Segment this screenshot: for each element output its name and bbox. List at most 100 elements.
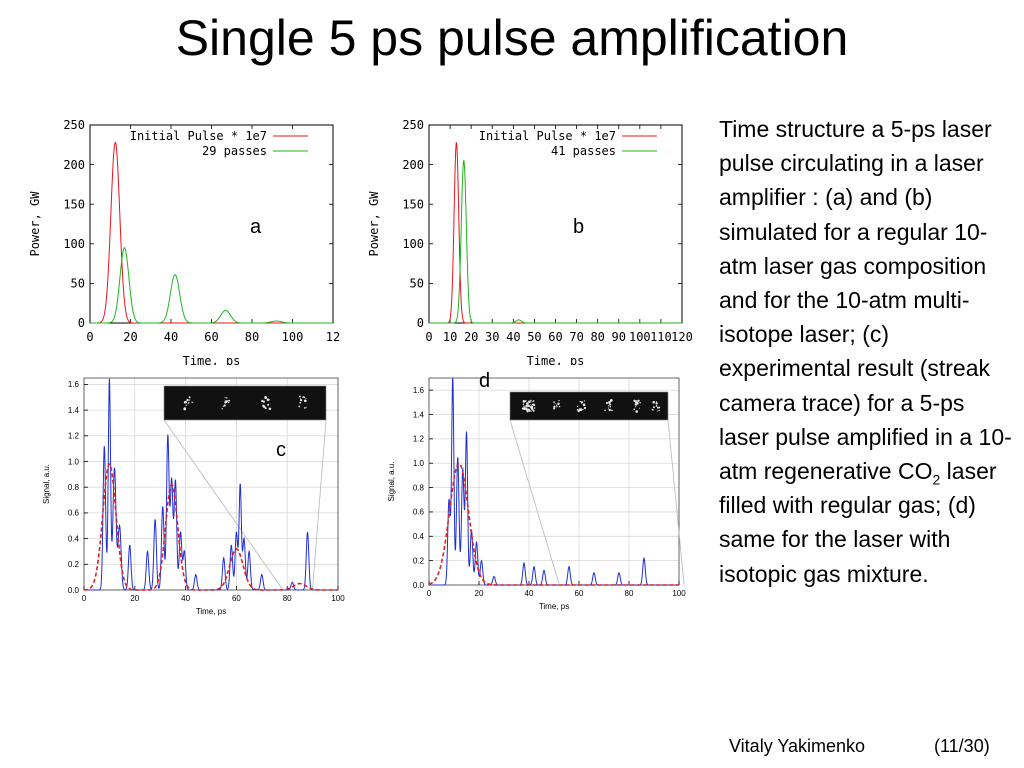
- streak-speckle: [522, 403, 525, 405]
- streak-speckle: [635, 401, 639, 405]
- streak-speckle: [529, 401, 531, 403]
- streak-speckle: [531, 401, 533, 403]
- description-subscript: 2: [932, 471, 941, 488]
- x-tick-label: 0: [427, 589, 432, 598]
- streak-speckle: [298, 395, 301, 398]
- x-tick-label: 12: [326, 330, 340, 344]
- streak-speckle: [227, 401, 230, 404]
- streak-speckle: [533, 407, 536, 409]
- x-tick-label: 60: [232, 594, 241, 603]
- inset-connector-line: [312, 419, 327, 589]
- y-tick-label: 0.6: [413, 508, 425, 517]
- x-tick-label: 90: [612, 330, 626, 344]
- streak-speckle: [188, 402, 190, 404]
- streak-speckle: [604, 409, 606, 412]
- chart-d-svg: 0.0 0.2 0.4 0.6 0.8 1.0 1.2 1.4 1.6 0 20 40 60 80 100 T…: [387, 377, 686, 611]
- streak-speckle: [557, 402, 560, 406]
- series-line-2: [429, 159, 682, 324]
- streak-speckle: [530, 404, 532, 406]
- y-tick-label: 0: [417, 316, 424, 330]
- streak-speckle: [554, 403, 556, 405]
- streak-speckle: [186, 398, 189, 402]
- y-tick-label: 250: [63, 118, 85, 132]
- series-line-2: [83, 463, 338, 591]
- x-tick-label: 0: [425, 330, 432, 344]
- legend-label: Initial Pulse * 1e7: [130, 129, 267, 143]
- x-axis-label: Time, ps: [527, 354, 585, 365]
- x-tick-label: 20: [123, 330, 137, 344]
- x-axis-label: Time, ps: [539, 602, 569, 611]
- streak-speckle: [652, 406, 655, 409]
- y-tick-label: 100: [402, 237, 424, 251]
- streak-speckle: [305, 397, 307, 400]
- x-tick-label: 40: [164, 330, 178, 344]
- x-tick-label: 80: [590, 330, 604, 344]
- streak-speckle: [298, 405, 301, 408]
- streak-speckle: [268, 407, 272, 411]
- y-tick-label: 0.4: [68, 534, 80, 543]
- description-text: Time structure a 5-ps laser pulse circul…: [719, 116, 1012, 485]
- streak-speckle: [228, 399, 231, 402]
- description-text-end: laser filled with regular gas; (d) same …: [719, 458, 997, 587]
- chart-panel-d: 0.0 0.2 0.4 0.6 0.8 1.0 1.2 1.4 1.6 0 20 40 60 80 100 T…: [372, 370, 694, 628]
- streak-speckle: [303, 396, 306, 399]
- streak-speckle: [187, 403, 189, 405]
- streak-speckle: [531, 403, 534, 406]
- streak-camera-image: [163, 385, 327, 421]
- streak-speckle: [555, 404, 558, 406]
- y-tick-label: 1.0: [68, 457, 80, 466]
- y-tick-label: 200: [63, 158, 85, 172]
- streak-speckle: [583, 406, 587, 410]
- streak-speckle: [608, 401, 611, 404]
- streak-speckle: [267, 403, 270, 406]
- streak-speckle: [184, 400, 187, 403]
- streak-speckle: [299, 398, 303, 402]
- x-tick-label: 100: [331, 594, 345, 603]
- streak-speckle: [525, 404, 528, 408]
- y-tick-label: 1.2: [68, 432, 80, 441]
- x-tick-label: 40: [181, 594, 190, 603]
- streak-speckle: [655, 402, 658, 405]
- inset-connector-line: [163, 419, 283, 589]
- y-axis-label: Signal, a.u.: [387, 461, 396, 501]
- panel-letter-b: b: [573, 216, 585, 238]
- series-line-2: [90, 247, 333, 324]
- x-tick-label: 80: [625, 589, 634, 598]
- y-tick-label: 1.0: [413, 459, 425, 468]
- streak-speckle: [658, 409, 660, 412]
- y-tick-label: 0.8: [413, 483, 425, 492]
- streak-speckle: [655, 405, 658, 407]
- streak-speckle: [264, 407, 267, 410]
- streak-speckle: [637, 399, 640, 402]
- streak-speckle: [639, 407, 640, 409]
- y-tick-label: 250: [402, 118, 424, 132]
- y-tick-label: 0.4: [413, 532, 425, 541]
- streak-speckle: [262, 400, 265, 403]
- y-axis-label: Power, GW: [28, 191, 42, 257]
- y-tick-label: 0.8: [68, 483, 80, 492]
- streak-speckle: [523, 405, 525, 407]
- streak-speckle: [525, 402, 529, 405]
- x-axis-label: Time, ps: [183, 354, 241, 365]
- streak-speckle: [222, 405, 225, 407]
- x-tick-label: 0: [86, 330, 93, 344]
- y-tick-label: 0: [78, 316, 85, 330]
- y-axis-label: Signal, a.u.: [42, 464, 51, 504]
- streak-speckle: [656, 410, 658, 412]
- streak-speckle: [579, 400, 581, 403]
- streak-speckle: [530, 410, 532, 412]
- streak-speckle: [266, 398, 270, 402]
- streak-speckle: [558, 399, 560, 402]
- y-tick-label: 50: [71, 277, 85, 291]
- y-tick-label: 1.6: [68, 380, 80, 389]
- streak-speckle: [303, 399, 307, 403]
- legend-label: 29 passes: [202, 144, 267, 158]
- streak-speckle: [656, 406, 659, 409]
- streak-speckle: [609, 399, 613, 402]
- streak-speckle: [529, 405, 532, 408]
- streak-speckle: [188, 396, 191, 399]
- streak-speckle: [639, 402, 641, 404]
- streak-speckle: [523, 407, 525, 409]
- y-tick-label: 1.6: [413, 386, 425, 395]
